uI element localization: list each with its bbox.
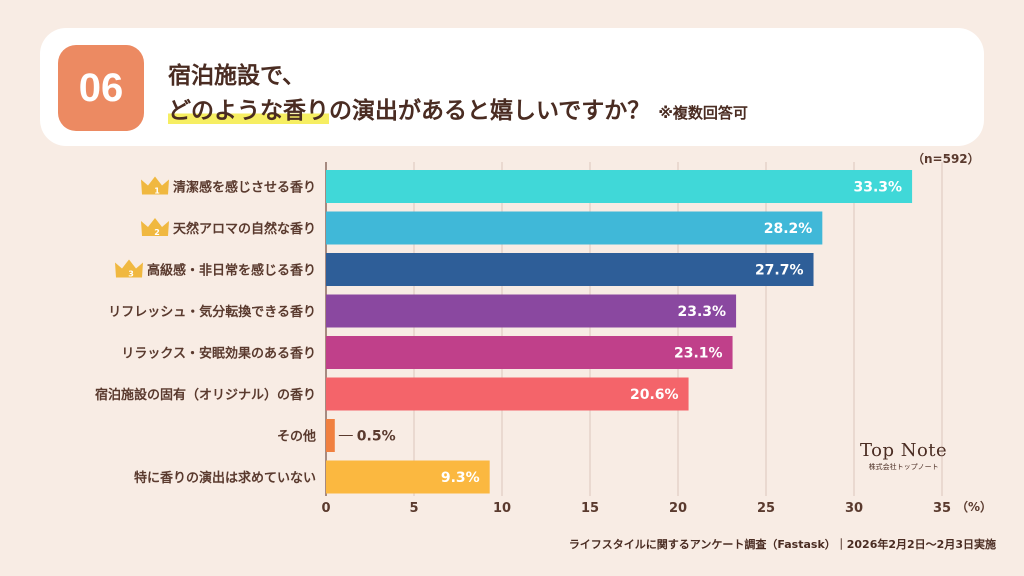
- category-label: 特に香りの演出は求めていない: [134, 470, 316, 486]
- bar: [326, 170, 913, 203]
- header-card: [40, 28, 984, 146]
- bar: [326, 336, 733, 369]
- title-note: ※複数回答可: [658, 104, 748, 122]
- category-label: 宿泊施設の固有（オリジナル）の香り: [95, 387, 316, 403]
- bar: [326, 377, 689, 411]
- category-label: リラックス・安眠効果のある香り: [121, 346, 316, 362]
- category-label: 高級感・非日常を感じる香り: [147, 263, 316, 279]
- rank-number: 2: [154, 228, 160, 237]
- brand-sub: 株式会社トップノート: [868, 463, 939, 471]
- footer-source: ライフスタイルに関するアンケート調査（Fastask）｜2026年2月2日〜2月…: [568, 538, 996, 551]
- rank-number: 1: [154, 187, 160, 196]
- value-label: 33.3%: [854, 180, 903, 196]
- brand-logo: Top Note 株式会社トップノート: [860, 440, 947, 472]
- category-label: 天然アロマの自然な香り: [173, 221, 316, 237]
- crown-icon: 1: [141, 176, 169, 196]
- bar: [326, 253, 814, 286]
- x-tick-label: 5: [409, 501, 418, 516]
- title-rest: の演出があると嬉しいですか？: [329, 98, 651, 124]
- bar: [326, 211, 823, 245]
- x-tick-label: 20: [669, 501, 687, 516]
- category-label: 清潔感を感じさせる香り: [173, 180, 316, 196]
- bar: [326, 460, 490, 494]
- value-label: 27.7%: [755, 263, 804, 279]
- value-label: 28.2%: [764, 221, 813, 237]
- title-line2: どのような香りの演出があると嬉しいですか？ ※複数回答可: [168, 91, 748, 125]
- x-tick-label: 35: [933, 501, 951, 516]
- x-tick-label: 30: [845, 501, 863, 516]
- rank-number: 3: [128, 270, 134, 279]
- value-label: 20.6%: [630, 387, 679, 403]
- title-highlight: どのような香り: [168, 98, 329, 124]
- value-label: 23.1%: [674, 346, 723, 362]
- crown-icon: 2: [141, 218, 169, 237]
- category-label: その他: [277, 429, 316, 445]
- bar: [326, 294, 737, 328]
- category-label: リフレッシュ・気分転換できる香り: [108, 304, 316, 320]
- value-label: 0.5%: [357, 429, 396, 445]
- axis-unit-label: （%）: [956, 500, 993, 514]
- sample-size: （n=592）: [912, 152, 980, 166]
- brand-name: Top Note: [860, 440, 948, 461]
- x-tick-label: 25: [757, 501, 775, 516]
- x-tick-label: 10: [493, 501, 511, 516]
- x-tick-label: 0: [321, 501, 330, 516]
- value-label: 9.3%: [441, 470, 480, 486]
- x-tick-label: 15: [581, 501, 599, 516]
- question-number-badge: 06: [58, 45, 144, 131]
- bar: [326, 419, 335, 452]
- value-label: 23.3%: [678, 304, 727, 320]
- title-line1: 宿泊施設で、: [168, 63, 306, 89]
- crown-icon: 3: [115, 259, 143, 279]
